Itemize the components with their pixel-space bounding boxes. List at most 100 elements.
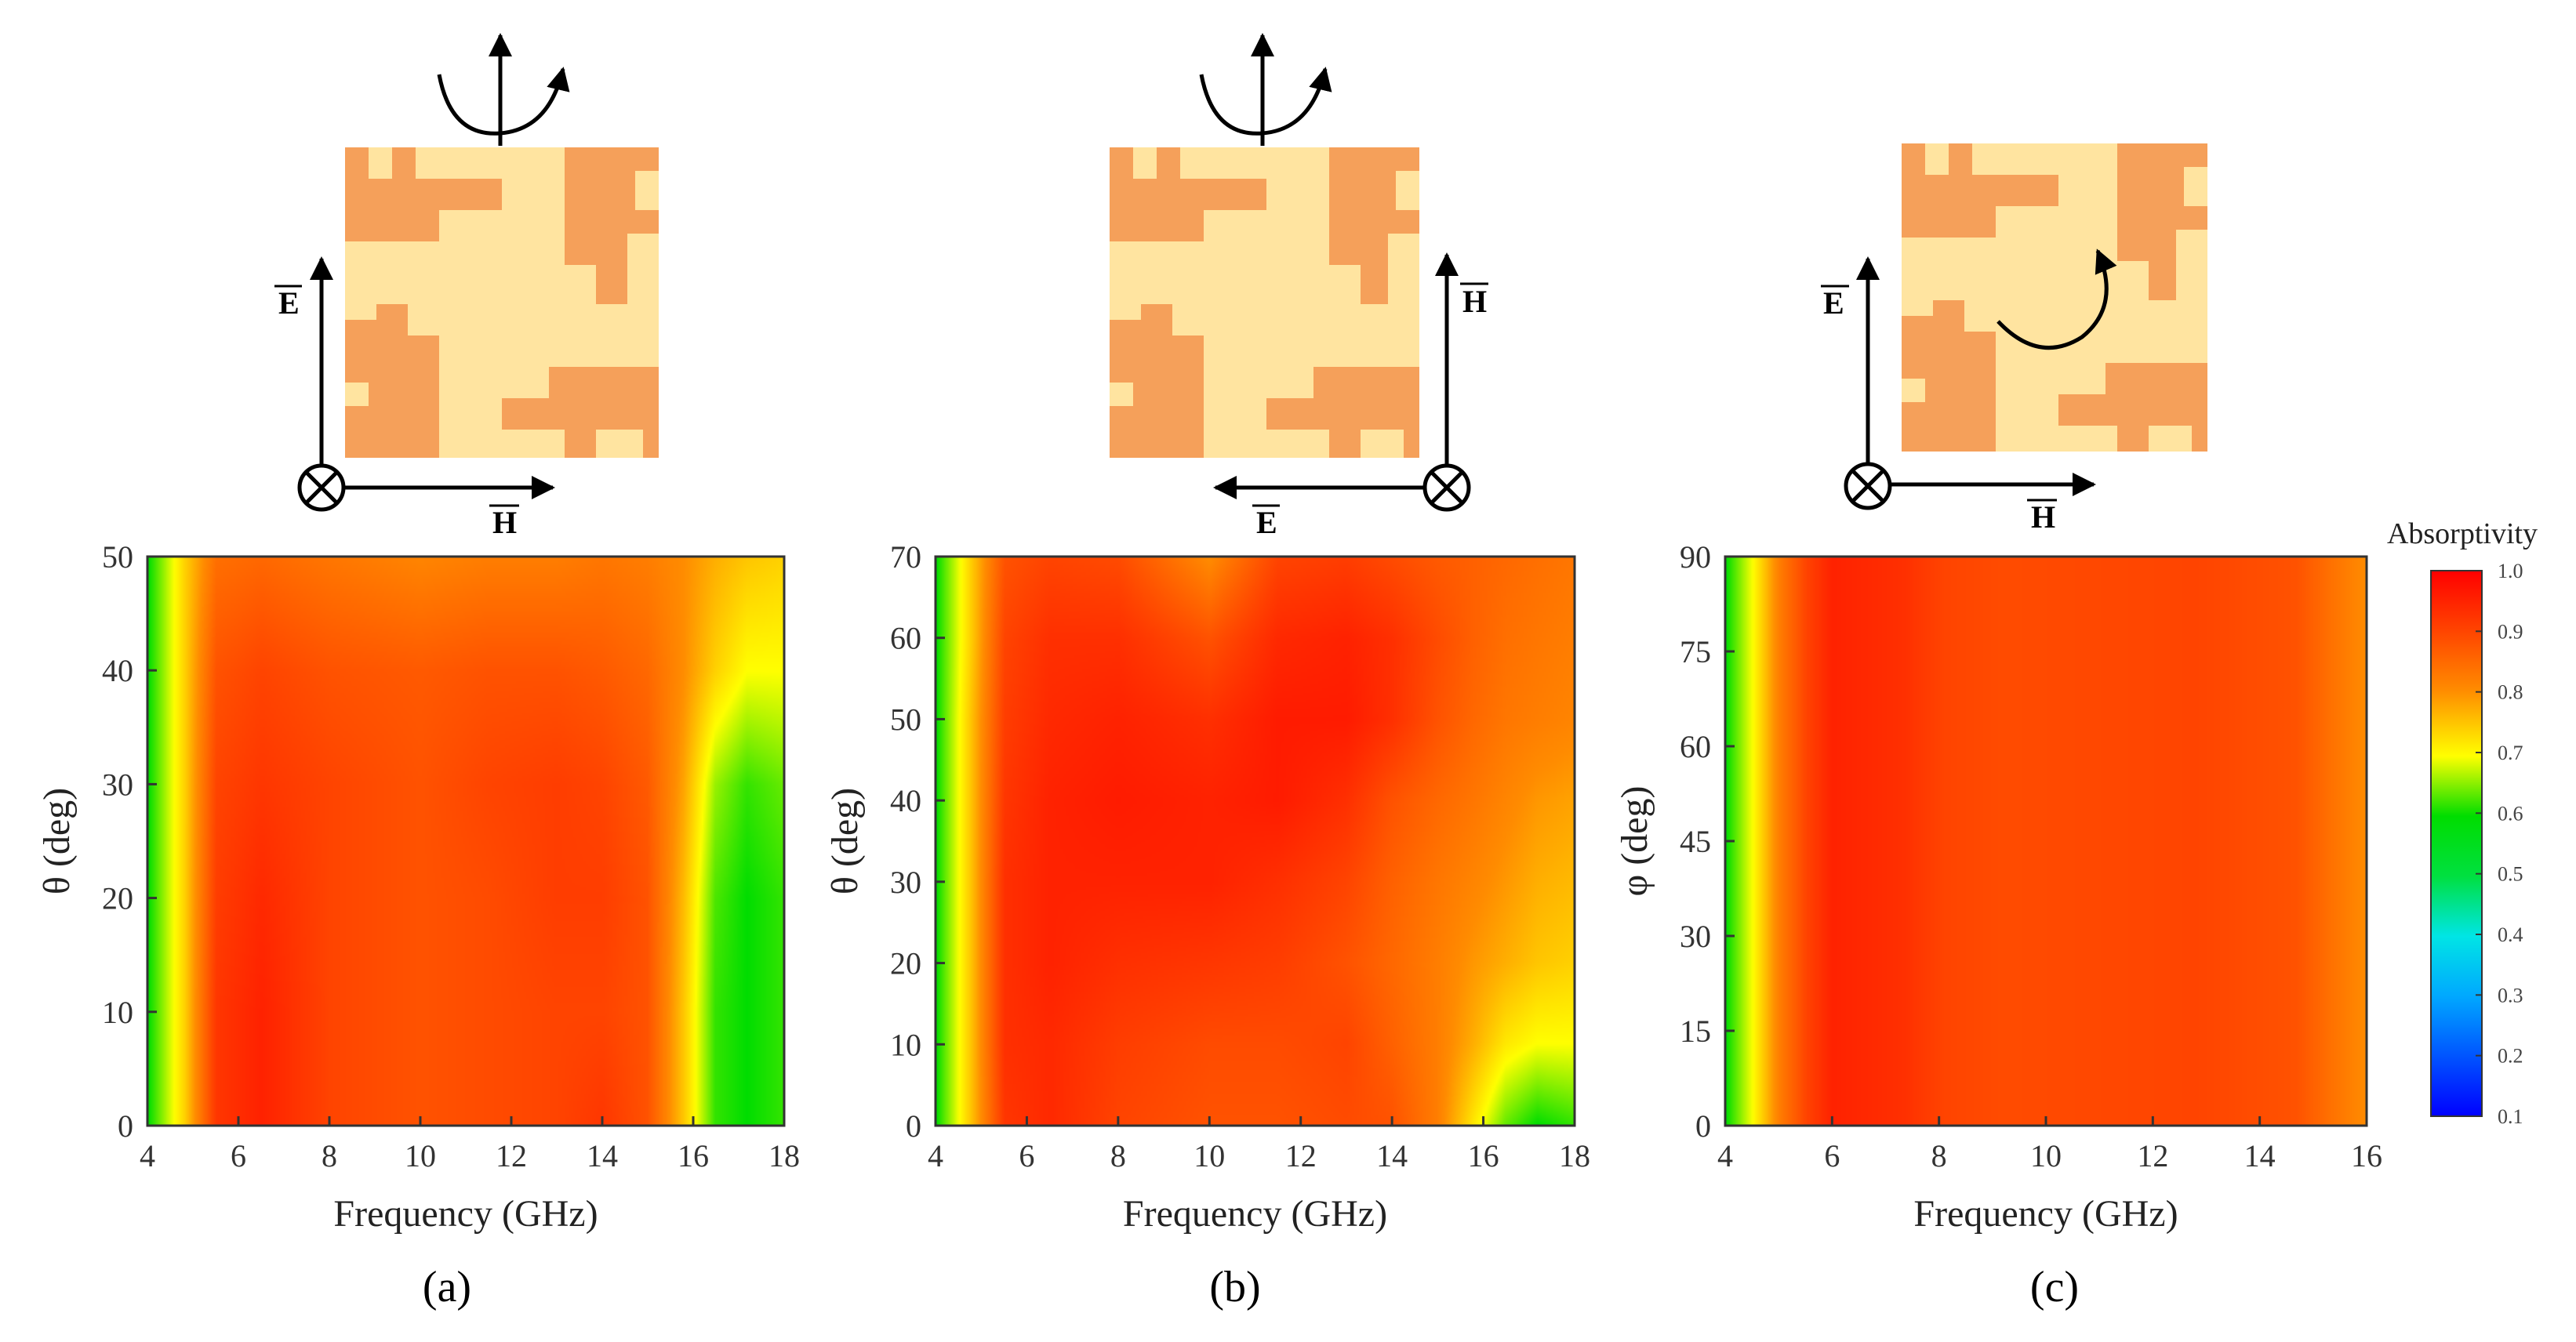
x-tick-label: 4 [1717,1138,1733,1173]
colorbar-tick-label: 0.6 [2498,802,2523,825]
into-page-icon [1844,462,1892,510]
y-tick-label: 10 [890,1027,921,1062]
y-tick-label: 30 [1680,919,1711,954]
colorbar-tick-label: 0.5 [2498,863,2523,886]
panel-a: E H 4 6 8 10 12 14 16 18 0 10 20 30 40 50 Frequency (G… [36,33,800,1311]
y-tick-label: 90 [1680,539,1711,575]
x-tick-label: 16 [1468,1138,1499,1173]
x-axis-label: Frequency (GHz) [333,1193,598,1235]
x-tick-label: 6 [1019,1138,1034,1173]
unit-cell-b [1110,147,1419,458]
into-page-icon [297,463,346,512]
x-tick-label: 12 [1285,1138,1317,1173]
heatmap-surface [936,557,1575,1126]
heatmap-surface [1725,557,2367,1126]
x-tick-label: 10 [405,1138,436,1173]
colorbar-tick-label: 0.7 [2498,742,2523,764]
x-tick-label: 12 [496,1138,527,1173]
y-axis-label: φ (deg) [1614,786,1655,897]
panel-label-a: (a) [423,1263,471,1311]
polarization-diagram-a: E H [274,33,570,540]
x-tick-label: 18 [768,1138,800,1173]
y-tick-label: 50 [102,539,133,575]
colorbar-gradient [2430,570,2483,1117]
y-axis-label: θ (deg) [36,788,78,894]
polarization-diagram-b: H E [1199,33,1488,540]
colorbar-tick-label: 0.9 [2498,620,2523,643]
unit-cell-c [1902,143,2207,452]
x-tick-label: 10 [1194,1138,1225,1173]
x-tick-label: 6 [1824,1138,1840,1173]
colorbar-tick-label: 0.8 [2498,681,2523,704]
colorbar-tick-label: 1.0 [2498,560,2523,582]
x-tick-label: 4 [928,1138,943,1173]
x-tick-label: 10 [2030,1138,2062,1173]
panel-b: H E 4 6 8 10 12 14 16 18 0 10 20 30 40 50 60 70 Frequenc… [824,33,1590,1311]
h-vector-label: H [2031,499,2055,535]
colorbar-tick-label: 0.3 [2498,984,2523,1006]
heatmap-surface [147,557,784,1126]
rotation-arc-icon [437,67,570,136]
y-tick-label: 0 [118,1108,133,1144]
h-vector-label: H [492,505,517,540]
colorbar-tick-label: 0.1 [2498,1105,2523,1128]
e-vector-label: E [1823,285,1844,321]
y-tick-label: 40 [102,653,133,688]
x-tick-label: 16 [678,1138,709,1173]
y-tick-label: 20 [102,881,133,916]
x-tick-label: 18 [1559,1138,1590,1173]
rotation-arc-icon [1996,248,2117,350]
colorbar-title: Absorptivity [2387,517,2538,550]
x-tick-label: 14 [587,1138,618,1173]
unit-cell-pattern [1110,147,1419,458]
x-tick-label: 12 [2137,1138,2168,1173]
x-tick-label: 8 [1931,1138,1947,1173]
y-tick-label: 75 [1680,634,1711,669]
colorbar-tick-label: 0.4 [2498,923,2523,946]
x-axis-label: Frequency (GHz) [1123,1193,1387,1235]
x-tick-label: 14 [2244,1138,2276,1173]
x-tick-label: 6 [231,1138,246,1173]
y-tick-label: 0 [1695,1108,1711,1144]
heatmap-plot-c: 4 6 8 10 12 14 16 0 15 30 45 60 75 90 Frequency (GHz) φ… [1614,539,2382,1235]
e-vector-label: E [1256,505,1277,540]
y-tick-label: 15 [1680,1014,1711,1049]
x-tick-label: 16 [2351,1138,2382,1173]
y-tick-label: 30 [102,767,133,802]
y-tick-label: 10 [102,995,133,1030]
panel-label-c: (c) [2030,1263,2079,1311]
e-vector-label: E [278,285,300,321]
x-tick-label: 4 [140,1138,155,1173]
x-axis-label: Frequency (GHz) [1913,1193,2178,1235]
y-tick-label: 20 [890,946,921,981]
y-tick-label: 60 [1680,729,1711,764]
rotation-arc-icon [1199,67,1332,136]
heatmap-plot-b: 4 6 8 10 12 14 16 18 0 10 20 30 40 50 60 70 Frequency (G… [824,539,1590,1235]
x-tick-label: 8 [322,1138,337,1173]
y-tick-label: 0 [906,1108,921,1144]
y-tick-label: 30 [890,865,921,900]
plot-frame [934,555,1576,1127]
y-tick-label: 60 [890,621,921,656]
unit-cell-pattern [1902,143,2207,452]
colorbar-ticks: 1.0 0.9 0.8 0.7 0.6 0.5 0.4 0.3 0.2 0.1 [2476,560,2523,1128]
heatmap-plot-a: 4 6 8 10 12 14 16 18 0 10 20 30 40 50 Frequency (GHz) θ… [36,539,800,1235]
x-tick-label: 8 [1110,1138,1126,1173]
unit-cell-a [345,147,659,458]
colorbar-tick-label: 0.2 [2498,1045,2523,1068]
y-tick-label: 50 [890,702,921,737]
panel-c: E H 4 6 8 10 12 14 16 0 15 30 45 60 75 90 Frequency (G… [1614,143,2382,1311]
h-vector-label: H [1462,284,1487,319]
unit-cell-pattern [345,147,659,458]
plot-frame [146,555,786,1127]
y-tick-label: 45 [1680,824,1711,859]
y-axis-label: θ (deg) [824,788,866,894]
into-page-icon [1422,463,1471,512]
y-tick-label: 40 [890,783,921,818]
panel-label-b: (b) [1209,1263,1260,1311]
polarization-diagram-c: E H [1821,248,2117,535]
colorbar: Absorptivity 1.0 0.9 0.8 0.7 0.6 0.5 0.4 0.3 0.2… [2387,517,2538,1128]
y-tick-label: 70 [890,539,921,575]
x-tick-label: 14 [1376,1138,1408,1173]
